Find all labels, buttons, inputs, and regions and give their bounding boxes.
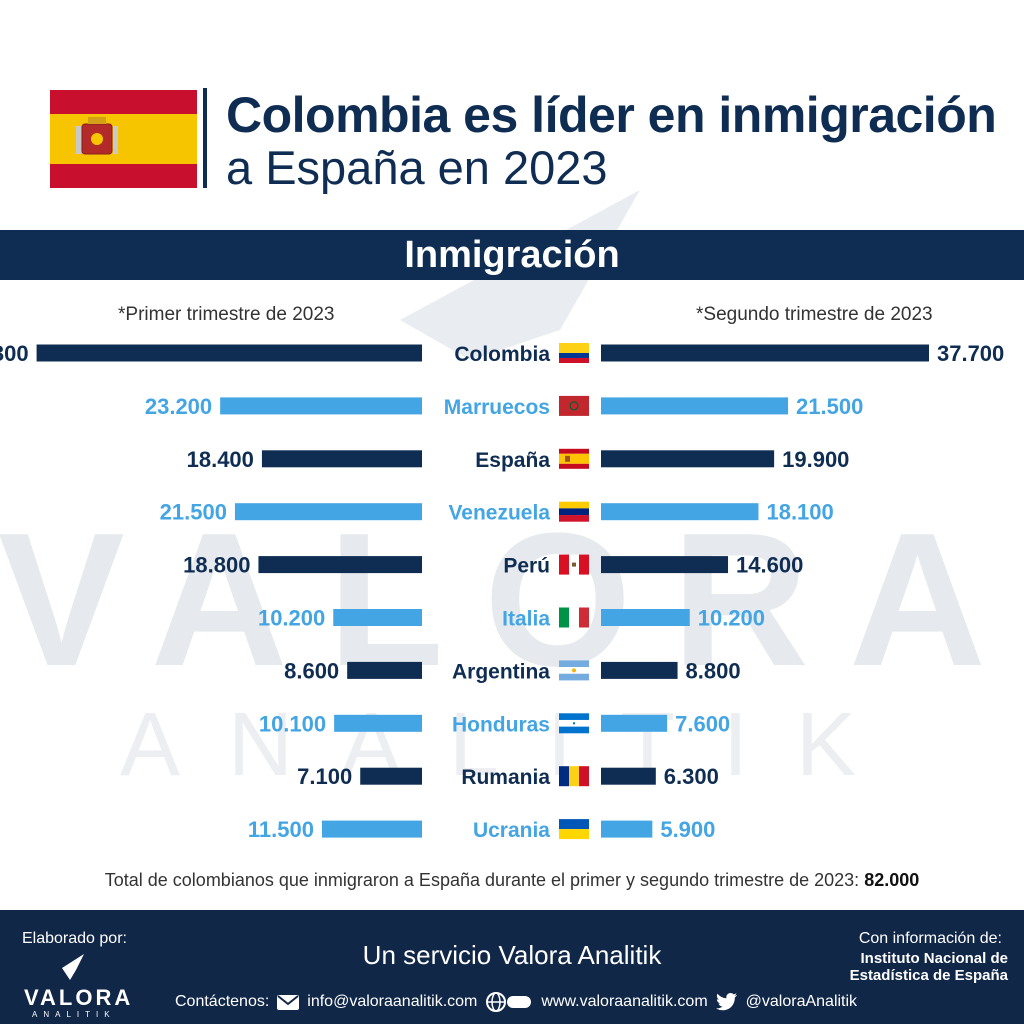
value-label-q1: 18.800 <box>183 553 250 578</box>
value-label-q2: 5.900 <box>660 817 715 842</box>
twitter-icon <box>715 993 737 1011</box>
bar-q1 <box>234 503 422 521</box>
italy-flag-icon <box>559 607 589 628</box>
value-label-q1: 21.500 <box>160 500 227 525</box>
footnote: Total de colombianos que inmigraron a Es… <box>0 870 1024 891</box>
valora-logo-icon <box>62 954 84 980</box>
value-label-q1: 18.400 <box>187 447 254 472</box>
bar-q2 <box>601 344 929 362</box>
argentina-flag-icon <box>559 660 589 681</box>
web-icon <box>486 992 532 1012</box>
service-text: Un servicio Valora Analitik <box>362 940 662 970</box>
category-label: Marruecos <box>444 396 550 419</box>
value-label-q2: 21.500 <box>796 394 863 419</box>
bar-q1 <box>258 556 422 574</box>
category-label: Venezuela <box>448 502 550 525</box>
value-label-q1: 10.200 <box>258 606 325 631</box>
peru-flag-icon <box>559 554 589 575</box>
mail-icon <box>277 994 300 1010</box>
footer-logo: VALORA <box>24 985 134 1010</box>
bar-q2 <box>601 609 690 626</box>
bar-q2 <box>601 503 759 521</box>
bar-q2 <box>601 767 656 785</box>
info-label: Con información de: <box>858 930 1002 947</box>
category-label: España <box>475 449 550 472</box>
value-label-q1: 44.300 <box>0 341 29 366</box>
romania-flag-icon <box>559 766 589 787</box>
value-label-q2: 19.900 <box>782 447 849 472</box>
category-label: Honduras <box>452 713 550 736</box>
bar-q1 <box>261 450 422 468</box>
bar-q2 <box>601 714 668 732</box>
period-left: *Primer trimestre de 2023 <box>118 304 335 325</box>
value-label-q1: 10.100 <box>259 711 326 736</box>
section-title: Inmigración <box>404 234 620 276</box>
web-link[interactable]: www.valoraanalitik.com <box>541 993 708 1010</box>
bar-q2 <box>601 661 678 679</box>
value-label-q2: 14.600 <box>736 553 803 578</box>
bar-q2 <box>601 556 729 574</box>
source-line1: Instituto Nacional de <box>860 950 1008 967</box>
source-text: Instituto Nacional de Estadística de Esp… <box>850 950 1008 984</box>
category-label: Perú <box>503 555 550 578</box>
page-title: Colombia es líder en inmigración <box>226 87 997 143</box>
email-link[interactable]: info@valoraanalitik.com <box>307 993 478 1010</box>
bar-q1 <box>334 714 422 732</box>
twitter-link[interactable]: @valoraAnalitik <box>745 993 858 1010</box>
elaborado-label: Elaborado por: <box>22 930 127 947</box>
watermark-big: VALORA <box>0 494 1024 706</box>
value-label-q1: 7.100 <box>297 764 352 789</box>
footnote-text: Total de colombianos que inmigraron a Es… <box>104 870 865 890</box>
category-label: Italia <box>502 608 550 631</box>
bar-q1 <box>347 661 422 679</box>
page-subtitle: a España en 2023 <box>226 141 608 194</box>
bar-q1 <box>360 767 422 785</box>
section-band <box>0 230 1024 280</box>
value-label-q2: 18.100 <box>766 500 833 525</box>
bar-q2 <box>601 450 775 468</box>
value-label-q1: 23.200 <box>145 394 212 419</box>
period-right: *Segundo trimestre de 2023 <box>696 304 933 325</box>
spain-flag-icon <box>559 448 589 469</box>
source-line2: Estadística de España <box>849 967 1008 984</box>
category-label: Colombia <box>454 343 550 366</box>
value-label-q2: 8.800 <box>686 658 741 683</box>
category-label: Argentina <box>452 660 550 683</box>
venezuela-flag-icon <box>559 501 589 522</box>
category-label: Rumania <box>461 766 550 789</box>
title-separator <box>203 88 207 188</box>
honduras-flag-icon <box>559 713 589 734</box>
contact-label: Contáctenos: <box>175 993 270 1010</box>
value-label-q2: 10.200 <box>698 606 765 631</box>
ukraine-flag-icon <box>559 819 589 840</box>
bar-q1 <box>333 609 422 626</box>
morocco-flag-icon <box>559 395 589 416</box>
colombia-flag-icon <box>559 343 589 363</box>
spain-flag-icon <box>50 90 197 188</box>
value-label-q2: 6.300 <box>664 764 719 789</box>
bar-q1 <box>321 820 422 838</box>
value-label-q1: 11.500 <box>248 817 314 842</box>
bar-q2 <box>601 397 789 415</box>
value-label-q2: 37.700 <box>937 341 1004 366</box>
contact-bar: Contáctenos: info@valoraanalitik.com www… <box>175 991 857 1013</box>
bar-q1 <box>36 344 423 362</box>
watermark-small: ANALITIK <box>120 695 904 795</box>
bar-q1 <box>220 397 422 415</box>
footer-logo-sub: ANALITIK <box>32 1010 116 1019</box>
footnote-total: 82.000 <box>864 870 920 890</box>
bar-q2 <box>601 820 653 838</box>
category-label: Ucrania <box>473 819 550 842</box>
value-label-q2: 7.600 <box>675 711 730 736</box>
value-label-q1: 8.600 <box>284 658 339 683</box>
